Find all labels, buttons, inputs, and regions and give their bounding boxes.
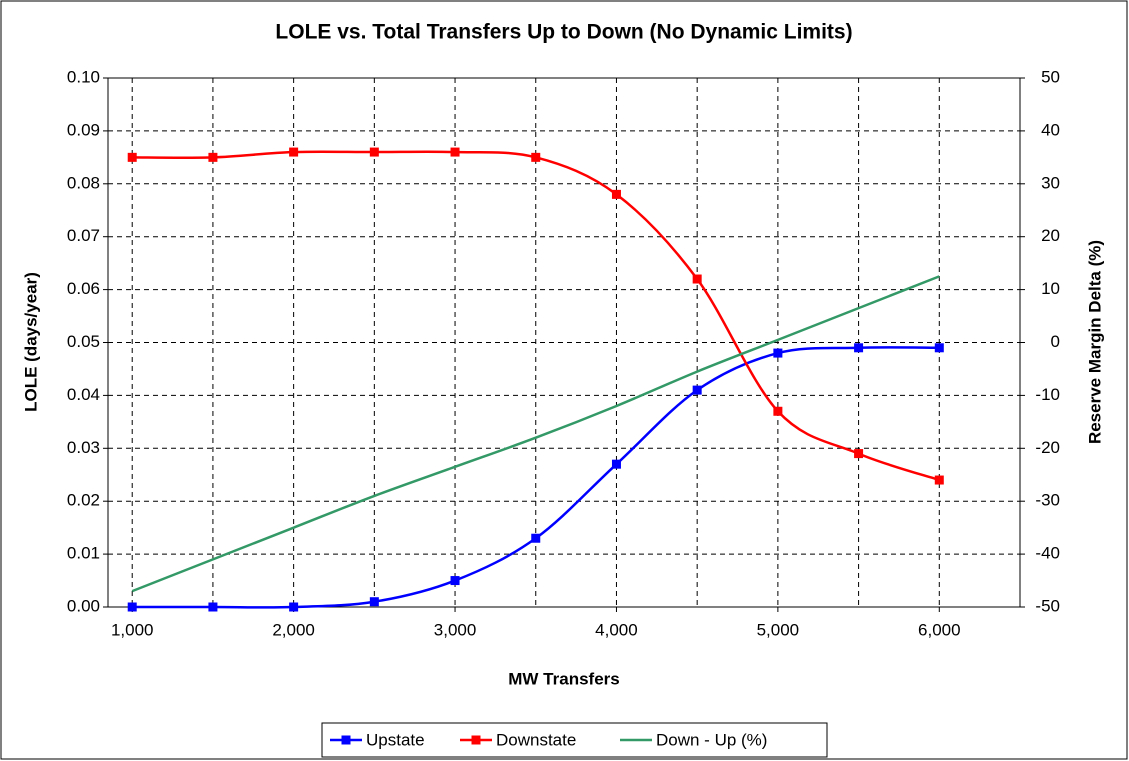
y-tick-label: 0.00 bbox=[67, 596, 100, 615]
y-axis-title: LOLE (days/year) bbox=[21, 272, 40, 412]
marker bbox=[773, 406, 783, 416]
x-tick-label: 1,000 bbox=[111, 620, 154, 639]
x-axis-title: MW Transfers bbox=[508, 669, 619, 688]
marker bbox=[208, 152, 218, 162]
marker bbox=[450, 576, 460, 586]
y-tick-label: 0.10 bbox=[67, 67, 100, 86]
y-tick-label: 0.03 bbox=[67, 438, 100, 457]
y2-tick-label: -30 bbox=[1035, 491, 1060, 510]
marker bbox=[127, 152, 137, 162]
y2-tick-label: 40 bbox=[1041, 120, 1060, 139]
chart-title: LOLE vs. Total Transfers Up to Down (No … bbox=[275, 21, 852, 44]
y-tick-label: 0.02 bbox=[67, 491, 100, 510]
y2-tick-label: -20 bbox=[1035, 438, 1060, 457]
legend-label: Downstate bbox=[496, 730, 576, 749]
marker bbox=[854, 343, 864, 353]
x-tick-label: 4,000 bbox=[595, 620, 638, 639]
y-tick-label: 0.05 bbox=[67, 332, 100, 351]
legend-marker bbox=[341, 735, 351, 745]
y2-tick-label: -10 bbox=[1035, 385, 1060, 404]
marker bbox=[450, 147, 460, 157]
y2-tick-label: 20 bbox=[1041, 226, 1060, 245]
marker bbox=[854, 449, 864, 459]
series-line bbox=[131, 275, 940, 593]
marker bbox=[611, 459, 621, 469]
marker bbox=[934, 343, 944, 353]
y2-axis-title: Reserve Margin Delta (%) bbox=[1085, 240, 1104, 444]
y-tick-label: 0.09 bbox=[67, 120, 100, 139]
x-tick-label: 2,000 bbox=[272, 620, 315, 639]
y-tick-label: 0.07 bbox=[67, 226, 100, 245]
marker bbox=[934, 475, 944, 485]
y2-tick-label: 0 bbox=[1051, 332, 1060, 351]
legend-marker bbox=[471, 735, 481, 745]
y2-tick-label: 30 bbox=[1041, 173, 1060, 192]
legend bbox=[321, 722, 828, 758]
marker bbox=[289, 147, 299, 157]
y2-tick-label: -40 bbox=[1035, 544, 1060, 563]
y2-tick-label: 10 bbox=[1041, 279, 1060, 298]
series-line bbox=[132, 150, 940, 482]
marker bbox=[208, 602, 218, 612]
marker bbox=[289, 602, 299, 612]
y-tick-label: 0.01 bbox=[67, 544, 100, 563]
marker bbox=[611, 189, 621, 199]
x-tick-label: 3,000 bbox=[434, 620, 477, 639]
marker bbox=[692, 385, 702, 395]
y-tick-label: 0.04 bbox=[67, 385, 100, 404]
marker bbox=[127, 602, 137, 612]
marker bbox=[531, 533, 541, 543]
marker bbox=[692, 274, 702, 284]
legend-label: Down - Up (%) bbox=[656, 730, 767, 749]
marker bbox=[531, 152, 541, 162]
legend-label: Upstate bbox=[366, 730, 425, 749]
y2-tick-label: 50 bbox=[1041, 67, 1060, 86]
y-tick-label: 0.08 bbox=[67, 173, 100, 192]
marker bbox=[773, 348, 783, 358]
marker bbox=[369, 597, 379, 607]
y2-tick-label: -50 bbox=[1035, 596, 1060, 615]
marker bbox=[369, 147, 379, 157]
x-tick-label: 5,000 bbox=[757, 620, 800, 639]
x-tick-label: 6,000 bbox=[918, 620, 961, 639]
y-tick-label: 0.06 bbox=[67, 279, 100, 298]
